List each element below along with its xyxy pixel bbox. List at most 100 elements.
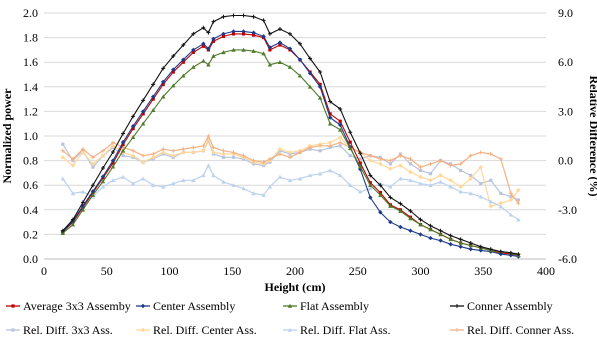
data-point [337,135,343,140]
data-point [90,155,95,160]
data-point [161,147,166,152]
data-point [448,242,453,247]
y2-tick-label: 9.0 [558,6,573,20]
data-point [348,146,353,151]
data-point [398,153,403,158]
data-point [459,168,463,173]
data-point [211,39,216,43]
data-point [277,146,283,152]
series-4 [61,139,520,202]
data-point [231,29,236,34]
data-point [516,187,521,193]
data-point [161,94,166,99]
data-point [140,109,146,114]
data-point [388,203,393,208]
y-tick-label: 0.2 [23,227,38,241]
data-point [171,181,176,186]
data-point [231,183,236,187]
legend-entry: Rel. Diff. Flat Ass. [283,323,390,337]
data-point [120,174,126,179]
legend: Average 3x3 Assemby Center Assembly Flat A… [6,299,574,337]
legend-swatch-marker [11,304,15,308]
data-point [388,195,393,200]
data-point [201,148,206,153]
data-point [368,181,372,185]
data-point [388,166,393,171]
data-point [418,232,423,237]
data-point [221,34,226,38]
data-point [171,67,176,72]
data-point [151,152,156,157]
data-point [60,230,66,235]
data-point [498,204,504,209]
data-point [448,233,453,238]
data-point [60,228,65,233]
series-6 [60,163,521,222]
x-tick-label: 0 [41,264,47,278]
data-point [268,48,272,52]
data-point [277,174,283,179]
data-point [458,240,463,245]
data-point [458,237,463,242]
data-point [338,144,342,148]
data-point [368,195,373,200]
data-point [508,191,513,196]
data-point [221,179,226,184]
data-point [241,32,246,36]
y-tick-label: 0.4 [23,203,38,217]
data-point [368,183,373,187]
data-point [80,200,85,205]
data-point [498,249,503,254]
data-point [181,73,186,78]
data-point [206,163,211,168]
data-point [110,143,116,149]
data-point [141,112,145,116]
data-point [317,95,323,100]
data-point [448,184,453,189]
data-point [418,174,423,180]
data-point [241,186,246,191]
data-point [251,191,256,196]
data-point [468,243,473,248]
data-point [131,127,135,131]
data-point [337,173,343,178]
data-point [80,147,85,152]
data-point [368,173,373,178]
data-point [201,173,206,178]
data-point [308,145,313,150]
data-point [110,158,116,163]
data-point [191,47,196,53]
legend-label: Rel. Diff. 3x3 Ass. [23,323,113,337]
data-point [458,244,463,249]
data-point [478,194,483,199]
data-point [70,217,75,222]
y2-tick-label: 3.0 [558,104,573,118]
legend-label: Average 3x3 Assemby [23,299,131,313]
data-point [121,154,125,158]
data-point [287,150,293,155]
data-point [121,131,126,136]
data-point [358,164,363,169]
data-point [130,123,136,129]
data-point [297,73,303,78]
data-point [438,179,443,184]
data-point [307,71,313,76]
data-point [338,106,343,111]
data-point [428,183,433,187]
data-point [327,115,333,120]
y2-tick-label: 0.0 [558,154,573,168]
data-point [307,84,313,89]
data-point [479,181,483,186]
data-point [206,30,211,35]
data-point [261,34,266,39]
data-point [181,60,185,64]
data-point [140,160,146,165]
data-point [488,152,493,157]
data-point [488,247,493,252]
data-point [267,156,272,161]
data-point [478,244,483,249]
data-point [131,114,136,119]
data-point [211,19,216,24]
data-point [318,70,323,75]
data-point [277,26,282,31]
